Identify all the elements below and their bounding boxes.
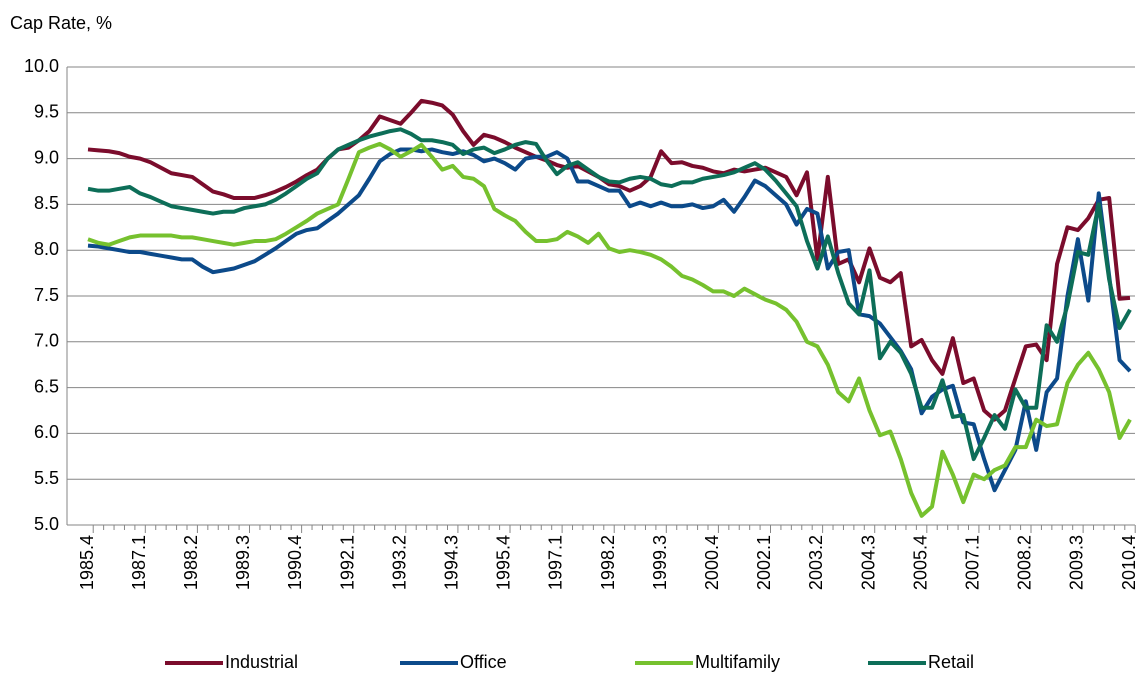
x-tick-label: 2002.1 (754, 535, 774, 590)
x-tick-label: 1989.3 (233, 535, 253, 590)
series-line (87, 147, 1132, 493)
legend-label: Retail (928, 652, 974, 672)
x-tick-label: 1987.1 (129, 535, 149, 590)
y-tick-label: 10.0 (24, 56, 59, 76)
x-tick-label: 1997.1 (546, 535, 566, 590)
y-tick-label: 6.0 (34, 422, 59, 442)
y-tick-label: 5.5 (34, 468, 59, 488)
y-axis-title: Cap Rate, % (10, 13, 112, 33)
y-tick-label: 9.0 (34, 147, 59, 167)
series-line (87, 98, 1131, 422)
x-tick-label: 1999.3 (650, 535, 670, 590)
x-tick-label: 1988.2 (181, 535, 201, 590)
y-tick-label: 9.5 (34, 102, 59, 122)
x-tick-label: 2004.3 (858, 535, 878, 590)
y-tick-label: 5.0 (34, 514, 59, 534)
x-tick-label: 1990.4 (285, 535, 305, 590)
legend-label: Industrial (225, 652, 298, 672)
y-tick-label: 6.5 (34, 376, 59, 396)
x-tick-label: 2007.1 (962, 535, 982, 590)
x-tick-label: 1994.3 (441, 535, 461, 590)
y-tick-label: 8.5 (34, 193, 59, 213)
legend-label: Office (460, 652, 507, 672)
x-tick-label: 2003.2 (806, 535, 826, 590)
x-tick-label: 2008.2 (1015, 535, 1035, 590)
legend-label: Multifamily (695, 652, 780, 672)
y-tick-label: 8.0 (34, 239, 59, 259)
x-tick-label: 2000.4 (702, 535, 722, 590)
y-tick-label: 7.5 (34, 285, 59, 305)
series-line (87, 127, 1132, 462)
x-tick-label: 2009.3 (1067, 535, 1087, 590)
x-tick-label: 1995.4 (494, 535, 514, 590)
x-tick-label: 1998.2 (598, 535, 618, 590)
series-line (87, 141, 1132, 518)
x-tick-label: 2010.4 (1119, 535, 1139, 590)
x-tick-label: 1993.2 (389, 535, 409, 590)
x-tick-label: 1992.1 (337, 535, 357, 590)
y-tick-label: 7.0 (34, 331, 59, 351)
x-tick-label: 1985.4 (77, 535, 97, 590)
x-tick-label: 2005.4 (910, 535, 930, 590)
